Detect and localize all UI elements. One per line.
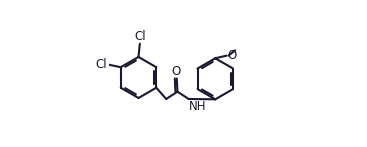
- Text: O: O: [227, 49, 236, 62]
- Text: NH: NH: [189, 100, 207, 113]
- Text: O: O: [171, 65, 181, 78]
- Text: Cl: Cl: [96, 58, 108, 71]
- Text: Cl: Cl: [134, 30, 146, 43]
